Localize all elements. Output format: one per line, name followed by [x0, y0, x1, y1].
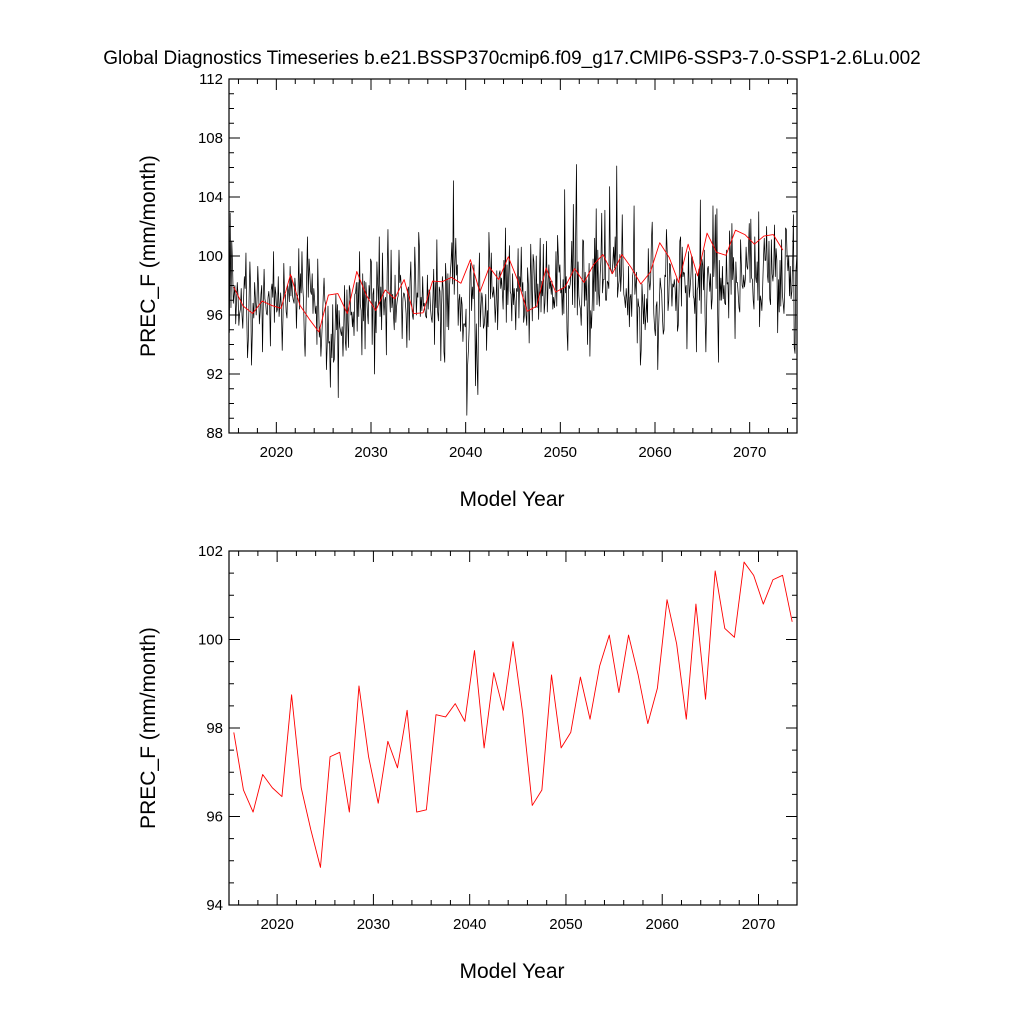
x-tick-label: 2060 — [646, 916, 679, 933]
y-tick-label: 104 — [198, 189, 223, 206]
y-tick-label: 96 — [206, 809, 223, 826]
series-line-0 — [233, 561, 793, 868]
x-tick-label: 2030 — [357, 916, 390, 933]
x-tick-label: 2040 — [449, 444, 482, 461]
plot-frame — [228, 78, 798, 434]
series-line-0 — [229, 164, 797, 416]
x-tick-label: 2030 — [354, 444, 387, 461]
y-tick-label: 98 — [206, 720, 223, 737]
y-tick-label: 102 — [198, 543, 223, 560]
y-tick-label: 100 — [198, 632, 223, 649]
x-tick-label: 2060 — [638, 444, 671, 461]
plot-frame — [228, 550, 798, 906]
y-tick-label: 96 — [206, 307, 223, 324]
y-axis-label: PREC_F (mm/month) — [137, 627, 160, 829]
y-axis-label: PREC_F (mm/month) — [137, 155, 160, 357]
y-tick-label: 94 — [206, 897, 223, 914]
x-tick-label: 2050 — [549, 916, 582, 933]
y-tick-label: 92 — [206, 366, 223, 383]
top-panel: 2020 2030 2040 2050 2060 2070 88 92 96 100 104 108 1… — [137, 71, 798, 511]
x-tick-label: 2020 — [260, 444, 293, 461]
y-tick-label: 88 — [206, 425, 223, 442]
y-tick-label: 100 — [198, 248, 223, 265]
x-tick-label: 2020 — [260, 916, 293, 933]
bottom-panel: 2020 2030 2040 2050 2060 2070 94 96 98 100 102 Mode… — [137, 543, 798, 983]
x-tick-label: 2040 — [453, 916, 486, 933]
figure-title: Global Diagnostics Timeseries b.e21.BSSP… — [103, 48, 920, 69]
x-tick-label: 2050 — [544, 444, 577, 461]
y-tick-label: 108 — [198, 130, 223, 147]
x-tick-label: 2070 — [733, 444, 766, 461]
x-axis-label: Model Year — [459, 488, 564, 511]
x-axis-label: Model Year — [459, 960, 564, 983]
y-tick-label: 112 — [199, 71, 223, 88]
series-line-1 — [233, 229, 784, 333]
x-tick-label: 2070 — [742, 916, 775, 933]
